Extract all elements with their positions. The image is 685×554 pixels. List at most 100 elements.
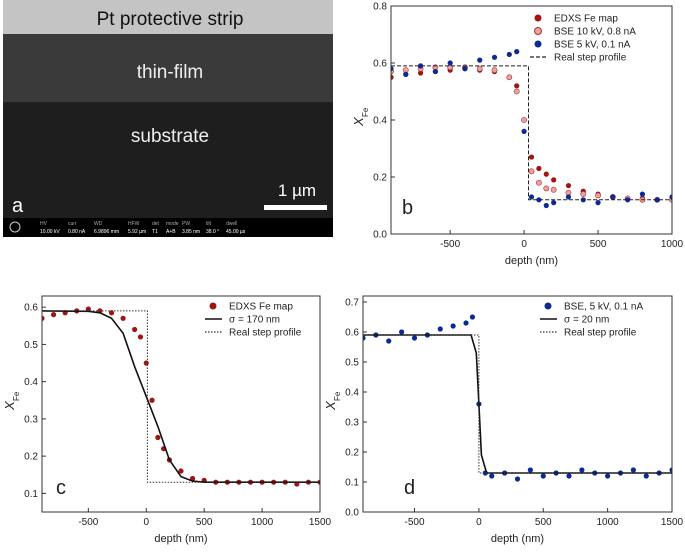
y-tick-label: 0.4 <box>24 377 38 388</box>
x-axis-label: depth (nm) <box>154 533 207 545</box>
info-key: HV <box>40 221 48 227</box>
data-point <box>521 117 528 123</box>
info-value: 3.85 nm <box>182 229 200 235</box>
y-tick-label: 0.1 <box>24 489 38 500</box>
data-point <box>447 60 453 66</box>
data-point <box>143 360 149 366</box>
data-point <box>506 51 512 58</box>
legend-marker <box>209 302 217 310</box>
y-tick-label: 0.6 <box>24 303 38 314</box>
legend-marker <box>534 14 542 22</box>
legend-label: Real step profile <box>554 53 627 64</box>
plot-area <box>363 314 672 482</box>
data-point <box>120 315 126 321</box>
legend-label: Real step profile <box>229 328 302 339</box>
y-tick-label: 0.0 <box>345 508 359 519</box>
legend-label: σ = 170 nm <box>229 315 280 326</box>
x-axis-label: depth (nm) <box>491 533 544 545</box>
data-point <box>528 168 535 175</box>
y-axis-label: XFe <box>351 107 370 127</box>
x-tick-label: 0 <box>521 239 527 250</box>
y-tick-label: 0.1 <box>345 478 359 489</box>
info-value: 6.9896 mm <box>94 229 119 235</box>
data-point <box>477 57 483 63</box>
data-point <box>543 171 549 177</box>
y-axis-label-sub: Fe <box>361 107 370 117</box>
y-tick-label: 0.3 <box>24 414 38 425</box>
legend-label: BSE, 5 kV, 0.1 nA <box>564 302 643 313</box>
data-point <box>85 306 91 312</box>
data-point <box>363 335 366 341</box>
data-point <box>579 467 585 473</box>
layer-label: Pt protective strip <box>97 9 244 30</box>
panel-letter: a <box>12 195 24 217</box>
profile-line <box>363 334 672 474</box>
data-point <box>391 66 394 72</box>
info-value: 45.00 µs <box>226 229 246 235</box>
data-point <box>450 323 456 329</box>
profile-line <box>391 65 672 201</box>
data-point <box>630 467 636 473</box>
data-point <box>669 467 672 473</box>
data-point <box>565 182 572 189</box>
scale-bar-label: 1 µm <box>278 181 316 200</box>
info-key: HFW <box>128 221 140 227</box>
x-tick-label: 1000 <box>661 239 684 250</box>
legend-label: Real step profile <box>564 328 637 339</box>
y-tick-label: 0.8 <box>373 2 387 13</box>
data-point <box>527 467 533 473</box>
data-point <box>417 70 424 76</box>
data-point <box>536 165 542 172</box>
y-tick-label: 0.4 <box>373 116 387 127</box>
data-point <box>137 334 144 340</box>
data-point <box>506 74 513 81</box>
data-point <box>155 434 161 441</box>
plot-frame <box>362 295 673 513</box>
data-point <box>521 128 527 134</box>
y-tick-label: 0.2 <box>24 452 38 463</box>
legend-label: EDXS Fe map <box>554 14 618 25</box>
data-point <box>50 312 57 318</box>
data-point <box>178 468 184 474</box>
legend-label: BSE 5 kV, 0.1 nA <box>554 40 631 51</box>
data-point <box>565 194 572 200</box>
profile-line <box>42 310 320 483</box>
y-axis-label: XFe <box>323 391 342 411</box>
data-point <box>605 473 611 479</box>
plot-area <box>42 306 320 487</box>
data-point <box>489 473 495 479</box>
data-point <box>654 197 660 203</box>
plot-frame <box>41 295 321 513</box>
info-key: curr <box>68 221 77 227</box>
y-tick-label: 0.5 <box>345 358 359 369</box>
x-tick-label: 0 <box>476 517 482 528</box>
data-point <box>528 194 535 200</box>
info-value: 38.0 ° <box>206 229 219 235</box>
info-key: PW <box>182 221 190 227</box>
data-point <box>411 335 418 341</box>
y-tick-label: 0.3 <box>345 418 359 429</box>
y-tick-label: 0.5 <box>24 340 38 351</box>
data-point <box>536 197 542 203</box>
data-point <box>108 310 115 316</box>
info-bar <box>3 218 333 237</box>
data-point <box>469 314 476 320</box>
data-point <box>543 185 550 192</box>
data-point <box>132 326 138 333</box>
profile-line <box>42 310 320 483</box>
data-point <box>551 200 557 206</box>
x-tick-label: 500 <box>196 517 213 528</box>
data-point <box>643 473 649 479</box>
data-point <box>550 186 557 193</box>
data-point <box>566 473 572 479</box>
data-point <box>580 191 587 197</box>
data-point <box>462 66 468 72</box>
data-point <box>639 191 646 197</box>
data-point <box>669 194 672 200</box>
x-tick-label: 500 <box>590 239 607 250</box>
data-point <box>463 320 469 326</box>
y-tick-label: 0.4 <box>345 388 359 399</box>
info-value: 0.80 nA <box>68 229 86 235</box>
y-tick-label: 0.6 <box>345 328 359 339</box>
